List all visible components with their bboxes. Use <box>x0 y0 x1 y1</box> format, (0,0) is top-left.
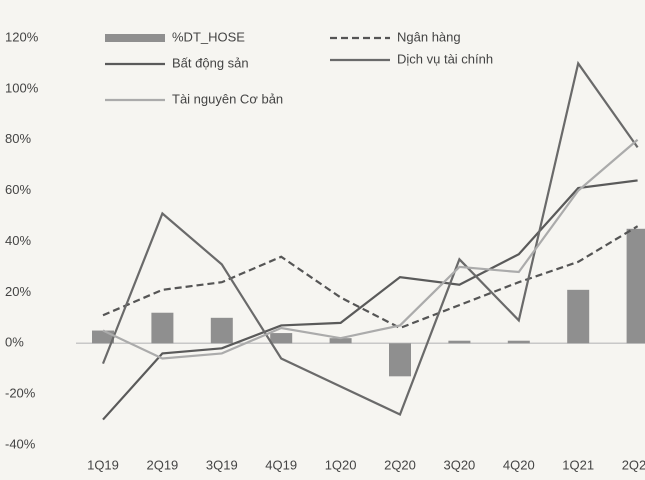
x-tick-label: 4Q20 <box>503 457 535 472</box>
x-tick-label: 2Q20 <box>384 457 416 472</box>
bar <box>389 343 411 377</box>
legend-swatch <box>105 34 165 42</box>
bar <box>448 340 471 344</box>
bar <box>210 317 233 344</box>
x-tick-label: 3Q20 <box>443 457 475 472</box>
line <box>102 138 639 360</box>
y-tick-label: 120% <box>5 29 39 44</box>
line <box>102 225 639 330</box>
bar <box>151 312 174 344</box>
x-tick-label: 3Q19 <box>206 457 238 472</box>
bar <box>567 289 590 344</box>
y-tick-label: 0% <box>5 335 24 350</box>
x-tick-label: 2Q19 <box>146 457 178 472</box>
y-tick-label: -40% <box>5 436 36 451</box>
legend-label: Tài nguyên Cơ bản <box>172 91 283 106</box>
y-tick-label: 100% <box>5 80 39 95</box>
x-tick-label: 1Q20 <box>325 457 357 472</box>
y-tick-label: 80% <box>5 131 31 146</box>
x-tick-label: 4Q19 <box>265 457 297 472</box>
legend-label: Ngân hàng <box>397 29 461 44</box>
bar <box>270 333 293 344</box>
legend-label: Dịch vụ tài chính <box>397 51 493 66</box>
y-tick-label: 60% <box>5 182 31 197</box>
y-tick-label: -20% <box>5 386 36 401</box>
y-tick-label: 20% <box>5 284 31 299</box>
bar <box>626 228 645 344</box>
legend-label: %DT_HOSE <box>172 29 245 44</box>
bar <box>507 340 530 344</box>
bar <box>329 338 352 344</box>
line <box>101 60 639 416</box>
x-tick-label: 1Q21 <box>562 457 594 472</box>
x-tick-label: 1Q19 <box>87 457 119 472</box>
x-tick-label: 2Q21 <box>622 457 645 472</box>
y-tick-label: 40% <box>5 233 31 248</box>
line <box>102 179 638 421</box>
legend-label: Bất động sản <box>172 55 249 70</box>
